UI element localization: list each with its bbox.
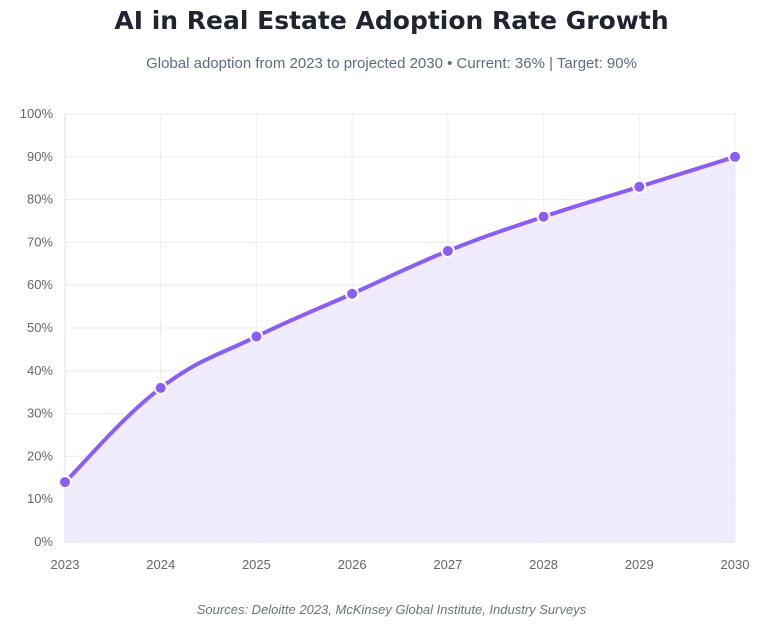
y-tick-label: 0% <box>34 534 53 549</box>
chart-title: AI in Real Estate Adoption Rate Growth <box>114 6 669 35</box>
data-point-2025[interactable] <box>249 329 264 344</box>
data-point-2027[interactable] <box>440 243 455 258</box>
x-tick-label: 2030 <box>721 557 750 572</box>
y-axis: 0% 10% 20% 30% 40% 50% 60% 70% 80% 90% 100% <box>20 106 54 549</box>
y-tick-label: 60% <box>27 277 53 292</box>
x-tick-label: 2028 <box>529 557 558 572</box>
y-tick-label: 10% <box>27 491 53 506</box>
y-tick-label: 70% <box>27 234 53 249</box>
x-tick-label: 2023 <box>51 557 80 572</box>
x-tick-label: 2024 <box>146 557 175 572</box>
data-point-2023[interactable] <box>58 475 72 490</box>
x-tick-label: 2029 <box>625 557 654 572</box>
y-tick-label: 20% <box>27 448 53 463</box>
x-tick-label: 2027 <box>433 557 462 572</box>
data-point-2029[interactable] <box>632 179 647 194</box>
y-tick-label: 40% <box>27 363 53 378</box>
data-point-2024[interactable] <box>153 380 168 395</box>
x-tick-label: 2025 <box>242 557 271 572</box>
x-tick-label: 2026 <box>338 557 367 572</box>
chart-subtitle: Global adoption from 2023 to projected 2… <box>146 55 637 72</box>
data-point-2026[interactable] <box>345 286 360 301</box>
y-tick-label: 30% <box>27 406 53 421</box>
y-tick-label: 80% <box>27 192 53 207</box>
chart-source: Sources: Deloitte 2023, McKinsey Global … <box>196 602 587 617</box>
y-tick-label: 90% <box>27 149 53 164</box>
data-point-2030[interactable] <box>728 149 742 164</box>
series-area-fill <box>65 156 735 543</box>
series-layer <box>58 149 742 543</box>
x-axis: 2023 2024 2025 2026 2027 2028 2029 2030 <box>51 557 750 572</box>
y-tick-label: 100% <box>20 106 54 121</box>
data-point-2028[interactable] <box>536 209 551 224</box>
y-tick-label: 50% <box>27 320 53 335</box>
